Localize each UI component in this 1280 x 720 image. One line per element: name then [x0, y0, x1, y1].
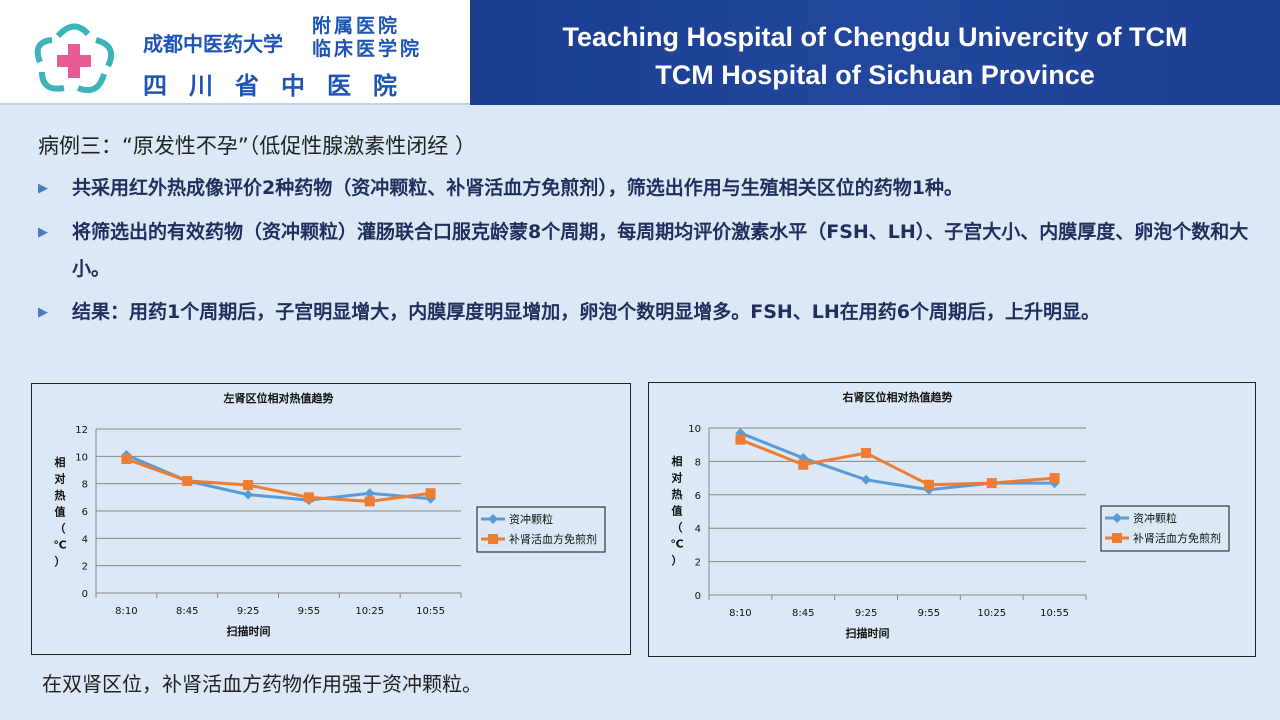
bullet-arrow-icon: ▶	[38, 305, 48, 320]
legend-marker	[488, 514, 498, 524]
data-point	[861, 474, 872, 485]
bullet-item: ▶ 将筛选出的有效药物（资冲颗粒）灌肠联合口服克龄蒙8个周期，每周期均评价激素水平…	[38, 214, 1253, 288]
x-tick-label: 10:25	[977, 608, 1006, 619]
y-tick-label: 4	[82, 534, 88, 545]
header-title-line-2: TCM Hospital of Sichuan Province	[655, 60, 1095, 90]
y-tick-label: 10	[688, 424, 701, 435]
y-axis-title-char: ℃	[53, 539, 66, 552]
y-tick-label: 6	[82, 507, 88, 518]
data-point	[182, 475, 193, 486]
bullet-item: ▶ 共采用红外热成像评价2种药物（资冲颗粒、补肾活血方免煎剂），筛选出作用与生殖相…	[38, 170, 1253, 207]
y-axis-title-char: （	[672, 521, 683, 534]
x-tick-label: 9:25	[855, 608, 877, 619]
series-line-1	[125, 453, 431, 502]
data-point	[798, 459, 809, 470]
legend-label: 补肾活血方免煎剂	[1133, 531, 1221, 545]
bullet-text: 共采用红外热成像评价2种药物（资冲颗粒、补肾活血方免煎剂），筛选出作用与生殖相关…	[72, 177, 963, 199]
x-tick-label: 10:55	[1040, 608, 1069, 619]
y-axis-title-char: 相	[672, 454, 683, 468]
hospital-logo-icon	[34, 23, 114, 94]
bullet-arrow-icon: ▶	[38, 225, 48, 240]
y-tick-label: 0	[82, 589, 88, 600]
logo-affiliated-hospital: 附属医院	[312, 15, 401, 37]
left-kidney-chart: 左肾区位相对热值趋势 0 2 4 6 8 10 12 8:10 8:45 9:25 9:55 10:25…	[31, 383, 631, 655]
bullet-text: 结果：用药1个周期后，子宫明显增大，内膜厚度明显增加，卵泡个数明显增多。FSH、…	[72, 301, 1101, 323]
data-point	[303, 492, 314, 503]
x-axis-title: 扫描时间	[846, 626, 890, 640]
y-tick-label: 6	[695, 491, 701, 502]
data-point	[923, 479, 934, 490]
y-axis-title-char: 值	[55, 505, 66, 519]
y-axis-title-char: 值	[672, 504, 683, 518]
y-axis-title-char: 相	[55, 455, 66, 469]
data-point	[1049, 473, 1060, 484]
x-tick-label: 9:55	[918, 608, 940, 619]
bullet-item: ▶ 结果：用药1个周期后，子宫明显增大，内膜厚度明显增加，卵泡个数明显增多。FSH…	[38, 294, 1253, 331]
legend-label: 资冲颗粒	[1133, 511, 1177, 525]
y-axis-title-char: ）	[55, 555, 66, 568]
right-kidney-chart: 右肾区位相对热值趋势 0 2 4 6 8 10 8:10 8:45 9:25 9:55 10:25 10…	[648, 382, 1256, 657]
data-point	[243, 480, 254, 491]
chart-title: 右肾区位相对热值趋势	[842, 390, 953, 404]
data-point	[861, 448, 872, 459]
y-tick-label: 2	[695, 558, 701, 569]
x-tick-label: 9:25	[237, 606, 259, 617]
series-line-2	[125, 457, 431, 503]
x-tick-label: 10:25	[355, 606, 384, 617]
y-axis-title-char: 对	[55, 472, 66, 486]
data-point	[243, 489, 254, 500]
bullet-arrow-icon: ▶	[38, 181, 48, 196]
y-tick-label: 12	[75, 425, 88, 436]
bullet-text: 将筛选出的有效药物（资冲颗粒）灌肠联合口服克龄蒙8个周期，每周期均评价激素水平（…	[72, 221, 1249, 280]
x-tick-label: 8:45	[176, 606, 198, 617]
y-tick-label: 4	[695, 524, 701, 535]
x-tick-label: 8:10	[729, 608, 751, 619]
y-tick-label: 2	[82, 562, 88, 573]
x-axis-title: 扫描时间	[227, 624, 271, 638]
legend-marker	[1112, 513, 1122, 523]
x-tick-label: 8:10	[115, 606, 137, 617]
data-point	[364, 488, 375, 499]
data-point	[425, 488, 436, 499]
logo-clinical-college: 临床医学院	[312, 38, 423, 60]
y-tick-label: 10	[75, 452, 88, 463]
data-point	[735, 434, 746, 445]
logo-provincial-hospital: 四川省中医院	[143, 72, 419, 100]
header-title: Teaching Hospital of Chengdu Univercity …	[470, 0, 1280, 105]
data-point	[986, 478, 997, 489]
series-line-2	[739, 438, 1055, 487]
conclusion-text: 在双肾区位，补肾活血方药物作用强于资冲颗粒。	[42, 672, 482, 696]
hospital-logo-banner: 成都中医药大学 附属医院 临床医学院 四川省中医院	[0, 0, 470, 105]
legend-label: 补肾活血方免煎剂	[509, 532, 597, 546]
legend-marker	[488, 534, 498, 544]
data-point	[121, 454, 132, 465]
y-tick-label: 8	[82, 480, 88, 491]
logo-university-name: 成都中医药大学	[143, 32, 283, 56]
legend-box	[476, 506, 606, 553]
header-title-line-1: Teaching Hospital of Chengdu Univercity …	[562, 22, 1188, 52]
y-axis-title-char: 热	[55, 488, 66, 502]
x-tick-label: 8:45	[792, 608, 814, 619]
y-axis-title-char: 热	[672, 487, 683, 501]
chart-title: 左肾区位相对热值趋势	[223, 391, 334, 405]
y-axis-title-char: ）	[672, 554, 683, 567]
logo-affiliation: 附属医院 临床医学院	[312, 15, 422, 61]
case-title: 病例三：“原发性不孕”（低促性腺激素性闭经 ）	[38, 134, 476, 158]
x-tick-label: 9:55	[298, 606, 320, 617]
legend-label: 资冲颗粒	[509, 512, 553, 526]
y-axis-title-char: ℃	[670, 538, 683, 551]
y-axis-title-char: （	[55, 522, 66, 535]
legend-box	[1100, 505, 1230, 552]
x-tick-label: 10:55	[416, 606, 445, 617]
y-axis-title-char: 对	[672, 471, 683, 485]
y-tick-label: 8	[695, 457, 701, 468]
legend-marker	[1112, 533, 1122, 543]
data-point	[364, 496, 375, 507]
y-tick-label: 0	[695, 591, 701, 602]
